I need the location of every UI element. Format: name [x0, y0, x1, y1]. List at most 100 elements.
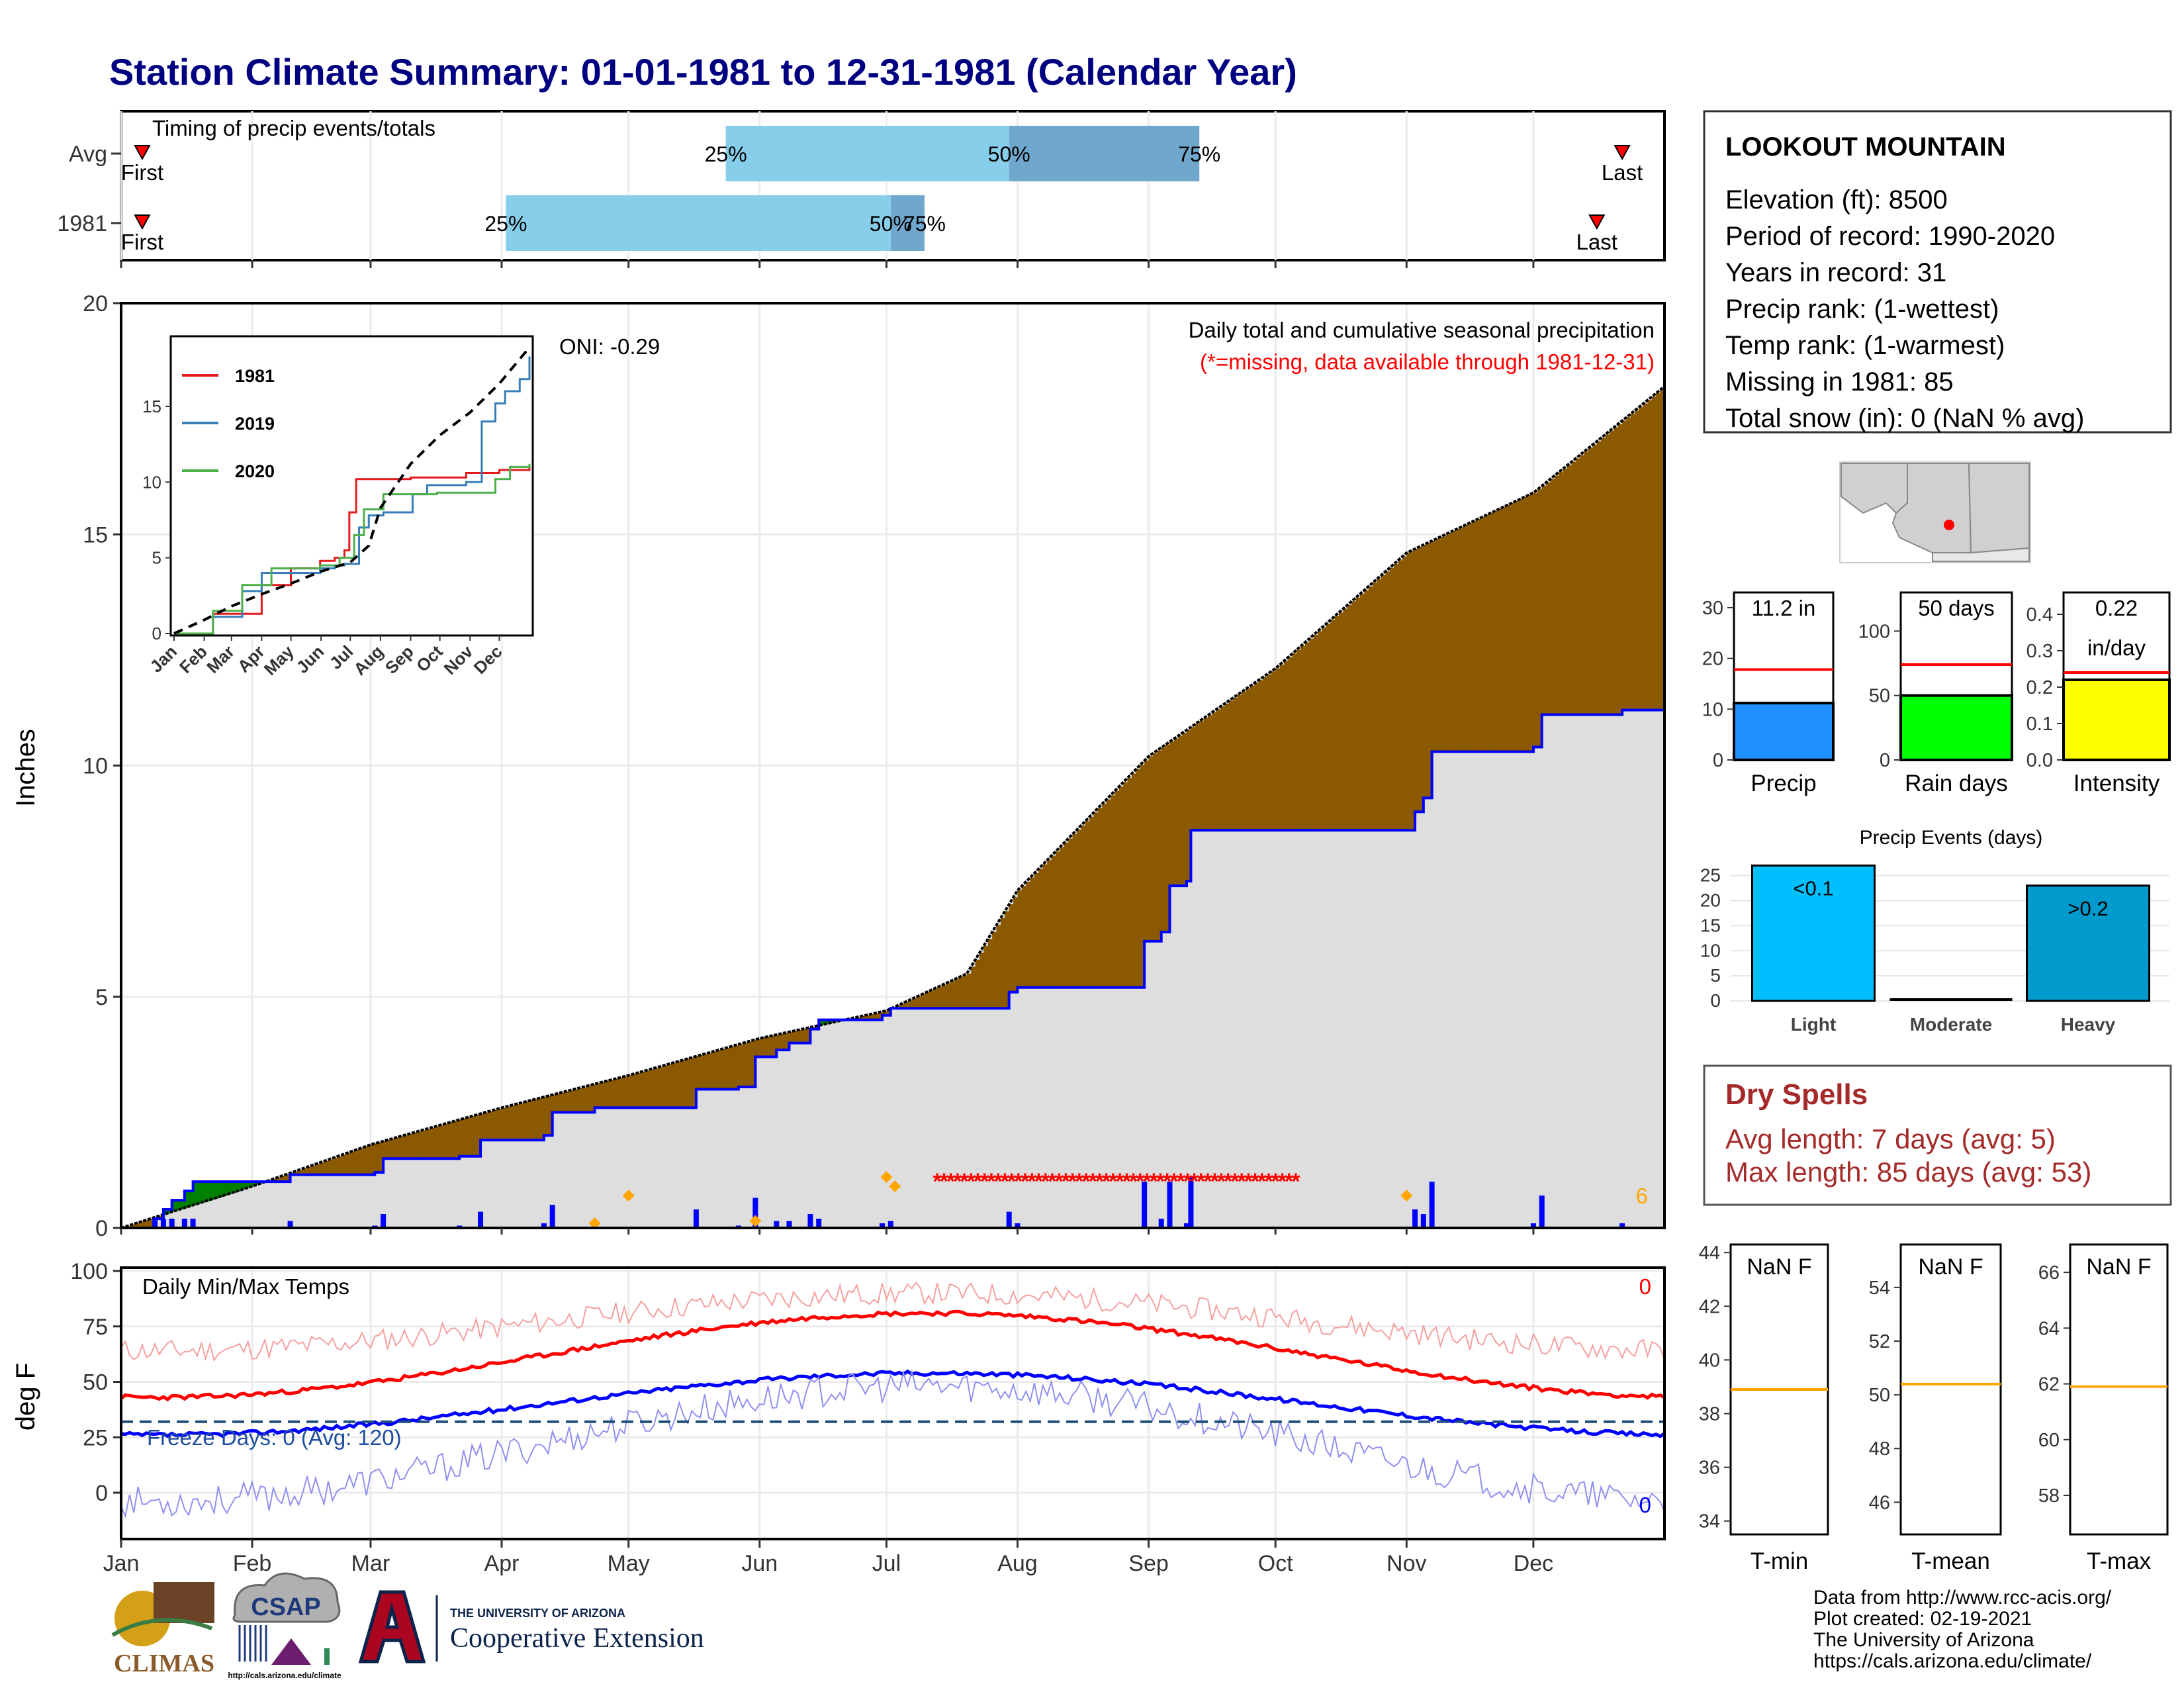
- map-region-new-mexico: [1968, 463, 2030, 554]
- timing-q25-label: 25%: [484, 212, 527, 236]
- deficit-fill: [1482, 516, 1488, 752]
- deficit-fill: [975, 959, 980, 1009]
- month-axis: Jan Feb Mar Apr May Jun Jul Aug Sep Oct Nov Dec: [103, 1539, 1553, 1576]
- deficit-fill: [569, 1090, 574, 1113]
- deficit-fill: [1373, 583, 1378, 831]
- deficit-fill: [1541, 486, 1547, 715]
- deficit-fill: [1609, 431, 1614, 715]
- timing-q75-label: 75%: [903, 212, 946, 236]
- precip-panel: 05101520Inches**************************…: [11, 291, 1666, 1241]
- deficit-fill: [1626, 417, 1631, 710]
- daily-precip-bar: [181, 1219, 187, 1228]
- missing-marker: *: [1021, 1169, 1030, 1194]
- deficit-fill: [1051, 855, 1056, 988]
- deficit-fill: [709, 1053, 714, 1090]
- deficit-fill: [1111, 795, 1116, 988]
- deficit-fill: [633, 1074, 638, 1108]
- deficit-fill: [966, 973, 972, 1009]
- deficit-fill: [941, 985, 946, 1009]
- timing-bar-50-75: [890, 195, 925, 251]
- deficit-fill: [1013, 897, 1019, 992]
- daily-precip-bar: [549, 1205, 555, 1228]
- missing-marker: *: [1163, 1169, 1172, 1194]
- deficit-fill: [1106, 799, 1111, 988]
- deficit-fill: [129, 1225, 134, 1228]
- deficit-fill: [1089, 817, 1095, 988]
- deficit-fill: [637, 1072, 642, 1108]
- deficit-fill: [674, 1062, 680, 1108]
- daily-precip-bar: [1158, 1219, 1164, 1228]
- deficit-fill: [911, 999, 917, 1009]
- deficit-fill: [514, 1104, 520, 1141]
- deficit-fill: [1207, 715, 1212, 831]
- deficit-fill: [1220, 706, 1226, 831]
- deficit-fill: [1271, 671, 1276, 831]
- deficit-fill: [1195, 724, 1200, 831]
- deficit-fill: [734, 1045, 739, 1090]
- timing-bar-50-75: [1009, 126, 1200, 181]
- mini-bar-label: Intensity: [2073, 771, 2160, 796]
- deficit-fill: [391, 1139, 396, 1159]
- timing-last-label: Last: [1602, 160, 1643, 185]
- mini-y-tick-label: 0: [1713, 750, 1723, 771]
- surplus-fill: [218, 1182, 223, 1197]
- deficit-fill: [1161, 747, 1166, 932]
- deficit-fill: [1508, 504, 1513, 752]
- deficit-fill: [983, 945, 989, 1009]
- deficit-fill: [1529, 494, 1534, 752]
- daily-precip-bar: [541, 1223, 547, 1228]
- deficit-fill: [933, 989, 938, 1009]
- daily-max-temp-line: [120, 1282, 1665, 1362]
- deficit-fill: [619, 1077, 625, 1108]
- deficit-fill: [1081, 825, 1086, 988]
- missing-marker: *: [1041, 1169, 1050, 1194]
- deficit-fill: [1605, 434, 1610, 715]
- deficit-fill: [463, 1118, 469, 1156]
- timing-first-marker: [134, 145, 151, 161]
- deficit-fill: [1300, 646, 1306, 831]
- deficit-fill: [903, 1002, 908, 1009]
- deficit-fill: [1000, 918, 1005, 1009]
- timing-q50-label: 50%: [870, 212, 912, 236]
- csap-url: http://cals.arizona.edu/climate: [228, 1671, 341, 1680]
- events-bar-tag: >0.2: [2068, 897, 2108, 920]
- deficit-fill: [1377, 579, 1382, 831]
- deficit-fill: [1228, 700, 1234, 831]
- deficit-fill: [332, 1158, 338, 1175]
- deficit-fill: [345, 1153, 350, 1175]
- inset-series-line: [174, 356, 531, 635]
- deficit-fill: [1385, 571, 1390, 831]
- timing-q75-label: 75%: [1178, 142, 1220, 166]
- deficit-fill: [1465, 524, 1471, 752]
- deficit-fill: [641, 1072, 646, 1108]
- deficit-fill: [738, 1044, 743, 1087]
- deficit-fill: [582, 1087, 587, 1113]
- deficit-fill: [362, 1147, 367, 1175]
- deficit-fill: [1435, 539, 1441, 752]
- inset-y-tick-label: 15: [142, 397, 161, 416]
- deficit-fill: [1546, 482, 1551, 715]
- missing-marker: *: [1089, 1169, 1098, 1194]
- deficit-fill: [1017, 890, 1023, 988]
- mini-bar-value-label: 0.22: [2095, 596, 2138, 620]
- temp-y-tick-label: 46: [1869, 1492, 1890, 1513]
- temp-box-chart: 46 48 50 52 54 NaN F T-mean: [1869, 1243, 2002, 1574]
- deficit-fill: [1339, 612, 1344, 831]
- surplus-fill: [171, 1200, 177, 1212]
- month-tick-label: Nov: [1387, 1551, 1426, 1576]
- surplus-fill: [222, 1182, 228, 1196]
- deficit-fill: [683, 1060, 688, 1108]
- temp-frame: [120, 1266, 1666, 1540]
- deficit-fill: [1055, 851, 1060, 988]
- y-tick-label: 0: [95, 1216, 108, 1241]
- mini-bar-value-label: 50 days: [1918, 596, 1995, 620]
- deficit-fill: [1550, 479, 1555, 715]
- deficit-fill: [1254, 682, 1259, 831]
- mini-y-tick-label: 20: [1702, 649, 1723, 670]
- deficit-fill: [945, 983, 950, 1009]
- missing-marker: *: [1001, 1169, 1010, 1194]
- deficit-fill: [1304, 642, 1310, 831]
- deficit-fill: [793, 1031, 798, 1043]
- temp-y-tick-label: 52: [1869, 1331, 1890, 1352]
- deficit-fill: [1554, 475, 1559, 715]
